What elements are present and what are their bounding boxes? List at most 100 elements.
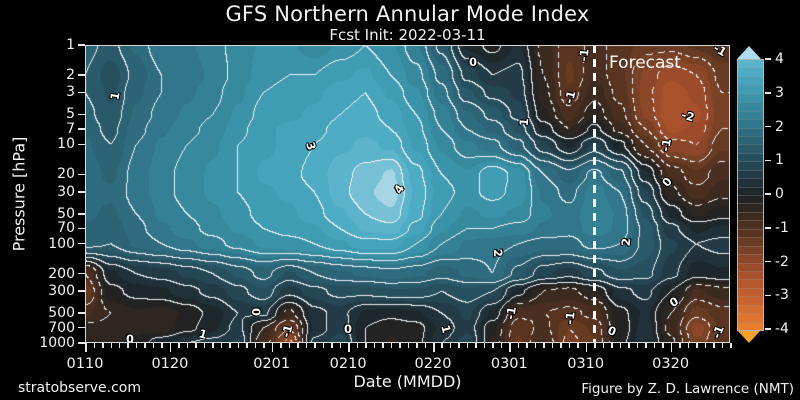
x-tick-mark	[679, 343, 681, 348]
y-tick-label: 70	[57, 220, 75, 237]
colorbar-tick-label: 2	[775, 118, 784, 135]
x-tick-mark	[280, 343, 282, 348]
colorbar-tick-mark	[765, 260, 771, 263]
x-tick-mark	[203, 343, 206, 348]
colorbar-tick-label: 4	[775, 51, 784, 67]
x-tick-mark	[288, 343, 291, 348]
y-tick-mark	[78, 290, 85, 292]
x-tick-mark	[560, 343, 562, 348]
colorbar-tick-label: -4	[775, 321, 789, 337]
y-tick-label: 500	[48, 305, 75, 322]
figure-subtitle: Fcst Init: 2022-03-11	[329, 26, 486, 44]
x-tick-mark	[118, 343, 121, 348]
colorbar-segment	[738, 135, 763, 145]
x-tick-mark	[135, 343, 138, 348]
colorbar-tick-mark	[765, 294, 771, 296]
contour-label: -1	[562, 311, 578, 325]
x-tick-mark	[458, 343, 460, 348]
contour-plot-canvas	[85, 45, 730, 343]
colorbar-segment	[738, 211, 763, 221]
x-tick-mark	[93, 343, 95, 348]
x-tick-mark	[144, 343, 146, 348]
colorbar-segment	[738, 245, 763, 255]
colorbar-tick-mark	[765, 193, 771, 195]
colorbar-segment	[738, 119, 763, 128]
colorbar-tick-mark	[765, 159, 771, 161]
colorbar-segment	[738, 296, 763, 305]
colorbar-tick-label: -2	[775, 253, 789, 270]
x-tick-mark	[526, 343, 528, 348]
colorbar-segment	[738, 68, 763, 77]
x-tick-mark	[102, 343, 104, 348]
colorbar-tick-label: 3	[775, 84, 784, 101]
x-tick-mark	[424, 343, 426, 348]
x-tick-mark	[687, 343, 690, 348]
contour-label: 2	[490, 248, 506, 258]
x-major-tick-mark	[348, 343, 350, 352]
x-tick-mark	[611, 343, 613, 348]
contour-label: 0	[249, 307, 263, 317]
y-tick-mark	[78, 191, 85, 193]
x-tick-mark	[416, 343, 418, 348]
x-tick-mark	[254, 343, 257, 348]
forecast-label: Forecast	[609, 53, 681, 73]
x-tick-mark	[407, 343, 409, 348]
x-tick-mark	[662, 343, 664, 348]
x-tick-mark	[594, 343, 596, 348]
contour-label: 0	[468, 55, 478, 69]
x-tick-mark	[220, 343, 223, 348]
x-tick-mark	[339, 343, 342, 348]
colorbar-segment	[738, 127, 763, 136]
contour-label: -1	[657, 137, 675, 153]
y-tick-label: 3	[66, 84, 75, 101]
x-tick-mark	[568, 343, 571, 348]
plot-area: 1 3 4 0 1 2 -1 -1 -1 -2 -1 0 2 0 1 0 -1 0 1 -1 -1 0 0 -1 Foreca…	[85, 41, 730, 346]
colorbar-segment	[738, 254, 763, 263]
colorbar-under-arrow	[737, 330, 761, 343]
x-major-tick-mark	[85, 343, 87, 352]
contour-label: 0	[343, 322, 353, 336]
x-tick-label: 0220	[414, 356, 452, 372]
x-tick-mark	[475, 343, 477, 348]
x-tick-label: 0310	[567, 356, 605, 372]
x-tick-mark	[322, 343, 325, 348]
colorbar-segment	[738, 178, 763, 187]
x-tick-mark	[314, 343, 316, 348]
y-tick-label: 30	[57, 183, 75, 200]
figure-credit: Figure by Z. D. Lawrence (NMT)	[581, 381, 794, 397]
colorbar: 4 3 2 1 0 -1 -2 -3 -4	[737, 46, 797, 346]
colorbar-segment	[738, 279, 763, 288]
y-tick-label: 50	[57, 205, 75, 222]
x-tick-mark	[399, 343, 401, 348]
x-tick-label: 0201	[253, 356, 291, 372]
colorbar-segment	[738, 262, 763, 271]
x-tick-mark	[178, 343, 180, 348]
colorbar-segment	[738, 220, 763, 229]
colorbar-segment	[738, 169, 763, 179]
y-tick-mark	[78, 272, 85, 275]
x-tick-mark	[237, 343, 240, 348]
y-tick-mark	[78, 242, 85, 245]
colorbar-segment	[738, 321, 763, 330]
contour-label: 2	[618, 237, 634, 247]
x-tick-mark	[543, 343, 545, 348]
figure-title: GFS Northern Annular Mode Index	[225, 2, 590, 26]
x-tick-mark	[212, 343, 214, 348]
contour-label: 0	[125, 332, 135, 346]
colorbar-segment	[738, 152, 763, 162]
colorbar-segment	[738, 85, 763, 94]
colorbar-segment	[738, 203, 763, 212]
x-tick-label: 0320	[652, 356, 690, 372]
colorbar-segment	[738, 110, 763, 120]
x-tick-mark	[195, 343, 197, 348]
contour-label: -1	[502, 305, 520, 321]
x-tick-mark	[229, 343, 231, 348]
y-tick-mark	[78, 342, 85, 344]
contour-label: 1	[516, 117, 532, 127]
x-tick-mark	[653, 343, 656, 348]
y-tick-mark	[78, 128, 85, 130]
x-tick-mark	[246, 343, 248, 348]
x-tick-mark	[551, 343, 554, 348]
forecast-divider-line	[592, 45, 596, 343]
